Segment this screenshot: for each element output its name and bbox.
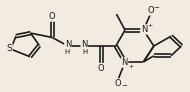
Text: N: N (81, 40, 87, 49)
Text: O: O (49, 12, 55, 21)
Text: O: O (147, 6, 154, 15)
Text: H: H (65, 48, 70, 55)
Text: S: S (6, 44, 12, 53)
Text: +: + (147, 23, 152, 28)
Text: −: − (121, 83, 127, 89)
Text: −: − (153, 5, 159, 11)
Text: H: H (82, 48, 88, 55)
Text: O: O (98, 64, 105, 73)
Text: N: N (65, 40, 71, 49)
Text: +: + (129, 64, 134, 69)
Text: O: O (114, 79, 121, 88)
Text: N: N (141, 25, 147, 34)
Text: N: N (121, 58, 128, 67)
